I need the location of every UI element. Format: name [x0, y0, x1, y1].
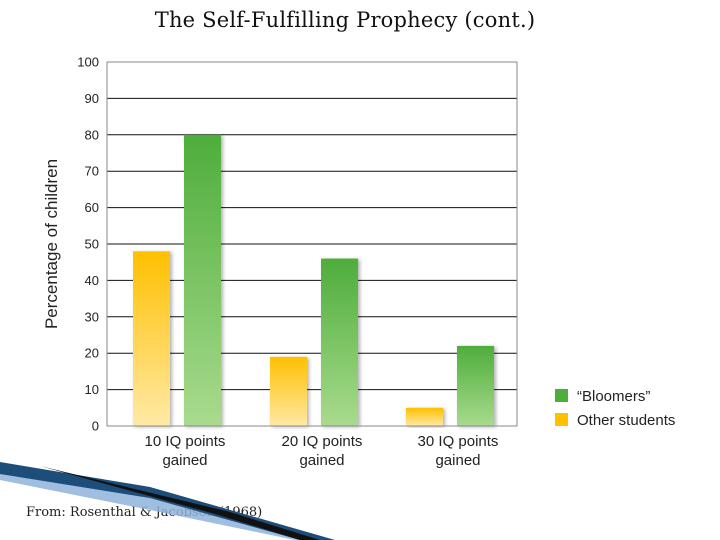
- y-axis-ticks: 0 10 20 30 40 50 60 70 80 90 100: [77, 55, 99, 434]
- y-tick-label: 0: [92, 419, 99, 434]
- bar-other-students-3: [406, 407, 443, 426]
- legend: “Bloomers” Other students: [555, 388, 675, 429]
- y-axis-title: Percentage of children: [42, 159, 61, 329]
- gridlines: [107, 97, 517, 391]
- y-tick-label: 70: [85, 164, 99, 179]
- x-category-label: gained: [299, 452, 344, 469]
- y-tick-label: 40: [85, 273, 99, 288]
- x-category-label: gained: [435, 452, 480, 469]
- bar-other-students-2: [270, 356, 307, 426]
- legend-label: Other students: [577, 412, 675, 429]
- x-category-label: gained: [162, 452, 207, 469]
- y-tick-label: 90: [85, 91, 99, 106]
- bar-bloomers-1: [184, 134, 221, 427]
- slide-title: The Self-Fulfilling Prophecy (cont.): [154, 8, 536, 32]
- legend-label: “Bloomers”: [577, 388, 650, 405]
- legend-swatch: [555, 413, 568, 426]
- x-category-label: 10 IQ points: [145, 433, 226, 450]
- y-tick-label: 10: [85, 382, 99, 397]
- y-tick-label: 60: [85, 200, 99, 215]
- bar-bloomers-3: [457, 345, 494, 426]
- bar-other-students-1: [133, 251, 170, 426]
- plot-frame: [106, 61, 518, 427]
- x-category-label: 30 IQ points: [418, 433, 499, 450]
- x-axis-labels: 10 IQ points gained 20 IQ points gained 30 I…: [145, 433, 499, 469]
- x-category-label: 20 IQ points: [282, 433, 363, 450]
- bars: [133, 134, 494, 427]
- y-tick-label: 30: [85, 309, 99, 324]
- bar-bloomers-2: [321, 258, 358, 426]
- source-note: From: Rosenthal & Jacobson (1968): [26, 505, 263, 520]
- y-tick-label: 80: [85, 127, 99, 142]
- y-tick-label: 50: [85, 237, 99, 252]
- legend-swatch: [555, 389, 568, 402]
- y-tick-label: 100: [77, 55, 99, 70]
- y-tick-label: 20: [85, 346, 99, 361]
